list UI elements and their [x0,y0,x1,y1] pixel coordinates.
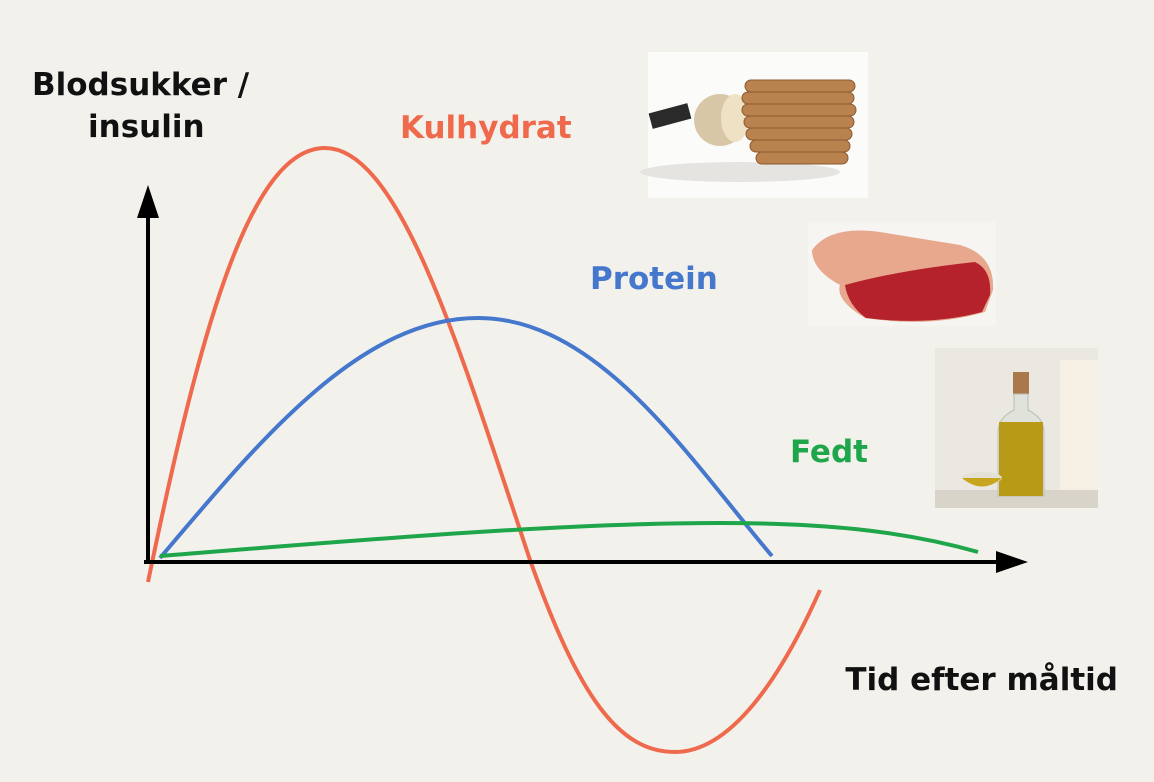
y-label: insulin [88,109,205,145]
y-label: Blodsukker / [32,67,250,103]
x-axis-arrow [996,551,1028,573]
protein-label: Protein [590,261,718,297]
oil-image [935,348,1098,508]
protein-curve [158,315,774,560]
carb-label: Kulhydrat [400,110,572,146]
y-axis-arrow [137,185,159,218]
meat-image [808,222,996,326]
x-label: Tid efter måltid [845,662,1118,698]
bread-image [640,52,868,198]
fat-curve [159,520,979,558]
fat-label: Fedt [790,434,868,470]
carb-curve [146,145,822,755]
